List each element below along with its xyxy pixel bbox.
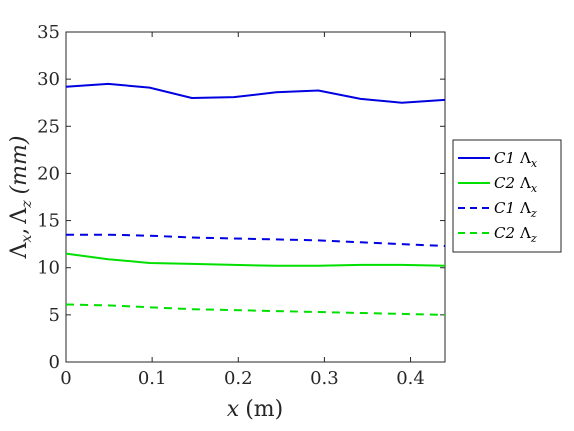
legend-label: C1 xyxy=(494,149,515,167)
y-tick-label: 15 xyxy=(37,211,60,232)
legend-subscript: z xyxy=(530,232,537,245)
y-tick-label: 30 xyxy=(37,69,60,90)
legend-symbol: Λ xyxy=(519,224,531,242)
x-axis-label: x (m) xyxy=(227,397,283,422)
x-axis-unit: (m) xyxy=(245,397,283,422)
ticks: 0 0.1 0.2 0.3 0.4 0 5 10 15 20 25 30 35 xyxy=(37,22,445,389)
legend-entry: C1 Λx xyxy=(494,149,538,170)
x-tick-label: 0.4 xyxy=(396,368,425,389)
y-axis-sym-1: Λ xyxy=(7,241,32,259)
x-tick-label: 0 xyxy=(60,368,71,389)
y-axis-sep: , xyxy=(7,228,32,235)
y-axis-sub-1: x xyxy=(19,235,35,243)
legend-subscript: z xyxy=(530,207,537,220)
plot-frame xyxy=(65,31,446,363)
y-tick-label: 5 xyxy=(49,305,60,326)
x-tick-label: 0.3 xyxy=(310,368,339,389)
legend-symbol: Λ xyxy=(519,174,531,192)
y-tick-label: 25 xyxy=(37,116,60,137)
legend-entry: C2 Λx xyxy=(494,174,538,195)
legend-label: C2 xyxy=(494,224,515,242)
legend-entry: C2 Λz xyxy=(494,224,537,245)
series-line-1 xyxy=(65,82,446,104)
y-axis-label: Λx, Λz (mm) xyxy=(7,136,35,260)
y-axis-unit: (mm) xyxy=(7,136,32,195)
legend-subscript: x xyxy=(531,157,538,170)
y-axis-sub-2: z xyxy=(19,200,35,209)
y-axis-sym-2: Λ xyxy=(7,207,32,225)
series-line-3 xyxy=(66,233,446,247)
legend-symbol: Λ xyxy=(519,149,531,167)
y-tick-label: 0 xyxy=(49,352,60,373)
series-line-4 xyxy=(65,303,446,316)
x-tick-label: 0.2 xyxy=(224,368,253,389)
series-line-2 xyxy=(65,252,446,267)
legend-label: C1 xyxy=(494,199,515,217)
legend-label: C2 xyxy=(494,174,515,192)
y-tick-label: 10 xyxy=(37,258,60,279)
plot-area xyxy=(65,31,446,363)
series-lines xyxy=(65,82,446,316)
legend-subscript: x xyxy=(531,182,538,195)
y-tick-label: 20 xyxy=(37,163,60,184)
legend-symbol: Λ xyxy=(519,199,531,217)
x-tick-label: 0.1 xyxy=(138,368,167,389)
x-axis-var: x xyxy=(227,397,240,422)
y-tick-label: 35 xyxy=(37,22,60,43)
legend-entry: C1 Λz xyxy=(494,199,537,220)
